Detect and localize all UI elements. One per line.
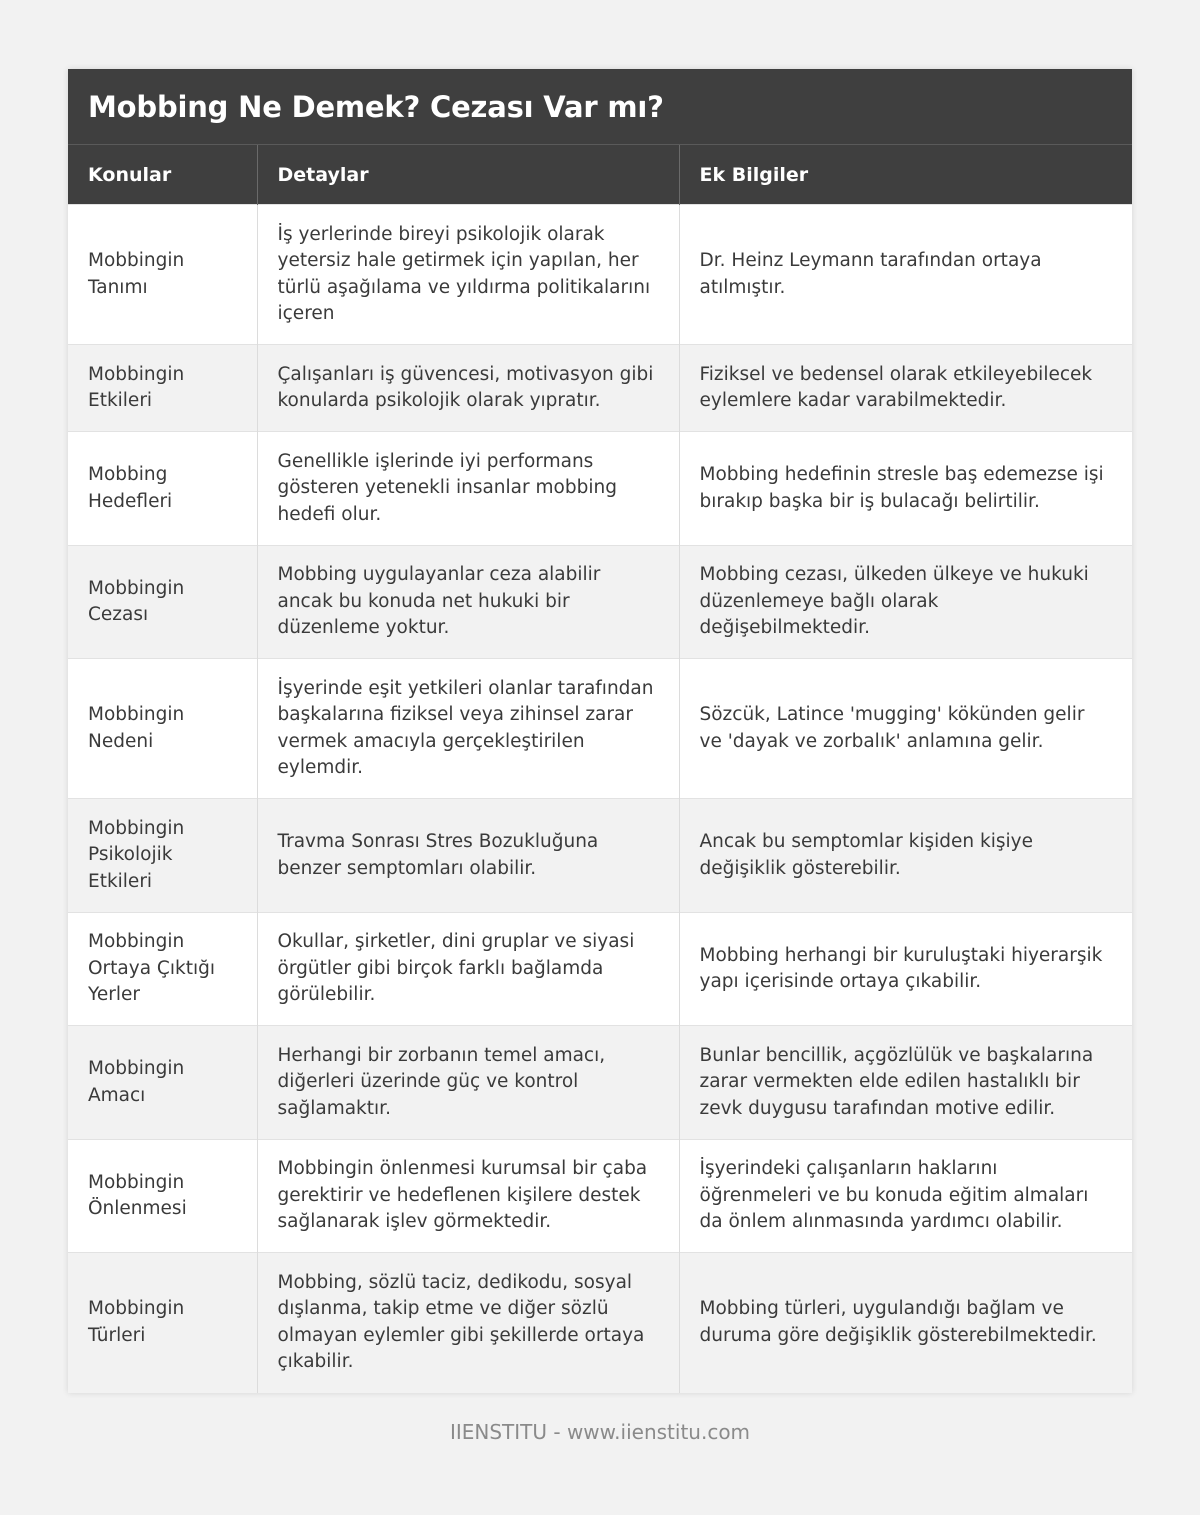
table-row: Mobbingin Etkileri Çalışanları iş güvenc… bbox=[68, 344, 1132, 432]
cell-detail: Herhangi bir zorbanın temel amacı, diğer… bbox=[257, 1025, 680, 1140]
cell-topic: Mobbingin Etkileri bbox=[68, 344, 258, 432]
cell-topic: Mobbingin Amacı bbox=[68, 1025, 258, 1140]
cell-detail: Genellikle işlerinde iyi performans göst… bbox=[257, 431, 680, 546]
table-row: Mobbingin Amacı Herhangi bir zorbanın te… bbox=[68, 1025, 1132, 1140]
cell-extra: Mobbing türleri, uygulandığı bağlam ve d… bbox=[679, 1252, 1132, 1393]
cell-extra: Bunlar bencillik, açgözlülük ve başkalar… bbox=[679, 1025, 1132, 1140]
cell-extra: Dr. Heinz Leymann tarafından ortaya atıl… bbox=[679, 204, 1132, 345]
cell-extra: İşyerindeki çalışanların haklarını öğren… bbox=[679, 1139, 1132, 1253]
header-detaylar: Detaylar bbox=[257, 145, 680, 205]
cell-extra: Ancak bu semptomlar kişiden kişiye değiş… bbox=[679, 798, 1132, 913]
cell-detail: İş yerlerinde bireyi psikolojik olarak y… bbox=[257, 204, 680, 345]
table-row: Mobbingin Nedeni İşyerinde eşit yetkiler… bbox=[68, 658, 1132, 799]
cell-extra: Mobbing cezası, ülkeden ülkeye ve hukuki… bbox=[679, 545, 1132, 659]
cell-topic: Mobbingin Cezası bbox=[68, 545, 258, 659]
cell-topic: Mobbingin Önlenmesi bbox=[68, 1139, 258, 1253]
header-ek-bilgiler: Ek Bilgiler bbox=[679, 145, 1132, 205]
cell-detail: Okullar, şirketler, dini gruplar ve siya… bbox=[257, 912, 680, 1026]
table-row: Mobbingin Tanımı İş yerlerinde bireyi ps… bbox=[68, 204, 1132, 345]
cell-topic: Mobbing Hedefleri bbox=[68, 431, 258, 546]
cell-topic: Mobbingin Nedeni bbox=[68, 658, 258, 799]
cell-topic: Mobbingin Tanımı bbox=[68, 204, 258, 345]
table-row: Mobbing Hedefleri Genellikle işlerinde i… bbox=[68, 431, 1132, 546]
header-konular: Konular bbox=[68, 145, 258, 205]
table-header: Konular Detaylar Ek Bilgiler bbox=[68, 145, 1132, 205]
table-row: Mobbingin Psikolojik Etkileri Travma Son… bbox=[68, 798, 1132, 913]
footer-credit: IIENSTITU - www.iienstitu.com bbox=[449, 1420, 751, 1444]
cell-detail: Mobbing, sözlü taciz, dedikodu, sosyal d… bbox=[257, 1252, 680, 1393]
cell-topic: Mobbingin Ortaya Çıktığı Yerler bbox=[68, 912, 258, 1026]
table-card: Mobbing Ne Demek? Cezası Var mı? Konular… bbox=[68, 69, 1132, 1393]
table-row: Mobbingin Önlenmesi Mobbingin önlenmesi … bbox=[68, 1139, 1132, 1253]
title-bar: Mobbing Ne Demek? Cezası Var mı? bbox=[68, 69, 1132, 145]
table-row: Mobbingin Türleri Mobbing, sözlü taciz, … bbox=[68, 1252, 1132, 1393]
cell-detail: Travma Sonrası Stres Bozukluğuna benzer … bbox=[257, 798, 680, 913]
cell-detail: Çalışanları iş güvencesi, motivasyon gib… bbox=[257, 344, 680, 432]
table-body: Mobbingin Tanımı İş yerlerinde bireyi ps… bbox=[68, 204, 1132, 1393]
cell-extra: Mobbing hedefinin stresle baş edemezse i… bbox=[679, 431, 1132, 546]
cell-detail: Mobbing uygulayanlar ceza alabilir ancak… bbox=[257, 545, 680, 659]
page-title: Mobbing Ne Demek? Cezası Var mı? bbox=[88, 89, 664, 124]
cell-extra: Mobbing herhangi bir kuruluştaki hiyerar… bbox=[679, 912, 1132, 1026]
cell-extra: Fiziksel ve bedensel olarak etkileyebile… bbox=[679, 344, 1132, 432]
cell-topic: Mobbingin Türleri bbox=[68, 1252, 258, 1393]
info-table: Konular Detaylar Ek Bilgiler Mobbingin T… bbox=[68, 145, 1132, 1393]
cell-topic: Mobbingin Psikolojik Etkileri bbox=[68, 798, 258, 913]
table-row: Mobbingin Ortaya Çıktığı Yerler Okullar,… bbox=[68, 912, 1132, 1026]
cell-extra: Sözcük, Latince 'mugging' kökünden gelir… bbox=[679, 658, 1132, 799]
table-row: Mobbingin Cezası Mobbing uygulayanlar ce… bbox=[68, 545, 1132, 659]
cell-detail: Mobbingin önlenmesi kurumsal bir çaba ge… bbox=[257, 1139, 680, 1253]
cell-detail: İşyerinde eşit yetkileri olanlar tarafın… bbox=[257, 658, 680, 799]
